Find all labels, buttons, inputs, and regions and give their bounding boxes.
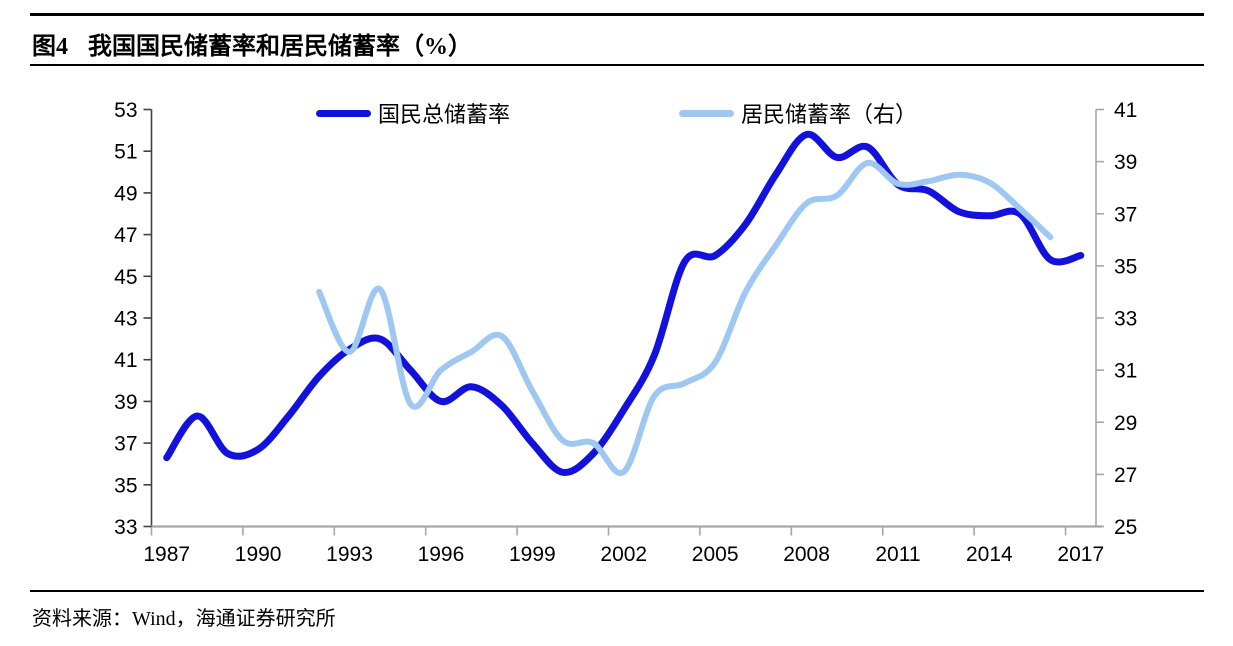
figure-title-text: 我国国民储蓄率和居民储蓄率（%） bbox=[88, 34, 472, 60]
right-axis-tick-label: 35 bbox=[1114, 255, 1137, 278]
legend-label-household: 居民储蓄率（右） bbox=[741, 102, 918, 127]
national-line-swatch bbox=[316, 109, 371, 117]
footer-rule bbox=[30, 590, 1204, 592]
x-axis-tick-label: 1996 bbox=[418, 543, 465, 566]
right-axis-tick-label: 27 bbox=[1114, 464, 1137, 487]
left-axis-tick-label: 53 bbox=[114, 99, 137, 122]
left-axis-tick-label: 39 bbox=[114, 391, 137, 414]
left-axis-tick-label: 47 bbox=[114, 224, 137, 247]
x-axis-tick-label: 2002 bbox=[600, 543, 647, 566]
left-axis-tick-label: 37 bbox=[114, 433, 137, 456]
axis-tick-labels: 33 35 37 39 41 43 45 47 49 51 53 25 27 29 31 33 35 37 39 41… bbox=[114, 99, 1137, 566]
left-axis-tick-label: 45 bbox=[114, 266, 137, 289]
right-axis-tick-label: 25 bbox=[1114, 516, 1137, 539]
x-axis-tick-label: 1987 bbox=[143, 543, 190, 566]
right-axis-tick-label: 31 bbox=[1114, 360, 1137, 383]
household-savings-line bbox=[316, 159, 1054, 477]
right-axis-tick-label: 41 bbox=[1114, 99, 1137, 122]
national-savings-line bbox=[163, 130, 1085, 476]
header-rule-bottom bbox=[30, 64, 1204, 66]
household-line-swatch bbox=[679, 109, 734, 117]
x-axis-tick-label: 2011 bbox=[875, 543, 920, 566]
x-axis-tick-label: 2005 bbox=[692, 543, 739, 566]
legend-item-national: 国民总储蓄率 bbox=[316, 97, 510, 129]
right-axis-tick-label: 29 bbox=[1114, 412, 1137, 435]
left-axis-tick-label: 51 bbox=[114, 141, 137, 164]
right-axis-tick-label: 39 bbox=[1114, 151, 1137, 174]
legend-item-household: 居民储蓄率（右） bbox=[679, 97, 917, 129]
left-axis-tick-label: 43 bbox=[114, 308, 137, 331]
x-axis-tick-label: 2017 bbox=[1057, 543, 1104, 566]
axis-ticks bbox=[143, 108, 1104, 536]
right-axis-tick-label: 33 bbox=[1114, 308, 1137, 331]
x-axis-tick-label: 2014 bbox=[966, 543, 1013, 566]
left-axis-tick-label: 35 bbox=[114, 474, 137, 497]
header-rule-top bbox=[30, 13, 1204, 16]
x-axis-tick-label: 2008 bbox=[783, 543, 830, 566]
x-axis-tick-label: 1990 bbox=[235, 543, 282, 566]
data-source-text: 资料来源：Wind，海通证券研究所 bbox=[32, 608, 336, 630]
left-axis-tick-label: 49 bbox=[114, 182, 137, 205]
figure-number-label: 图4 bbox=[32, 34, 68, 60]
right-axis-tick-label: 37 bbox=[1114, 203, 1137, 226]
legend-label-national: 国民总储蓄率 bbox=[378, 102, 511, 127]
x-axis-tick-label: 1999 bbox=[509, 543, 556, 566]
left-axis-tick-label: 33 bbox=[114, 516, 137, 539]
left-axis-tick-label: 41 bbox=[114, 349, 137, 372]
x-axis-tick-label: 1993 bbox=[326, 543, 373, 566]
figure-title: 图4 我国国民储蓄率和居民储蓄率（%） bbox=[32, 26, 472, 61]
